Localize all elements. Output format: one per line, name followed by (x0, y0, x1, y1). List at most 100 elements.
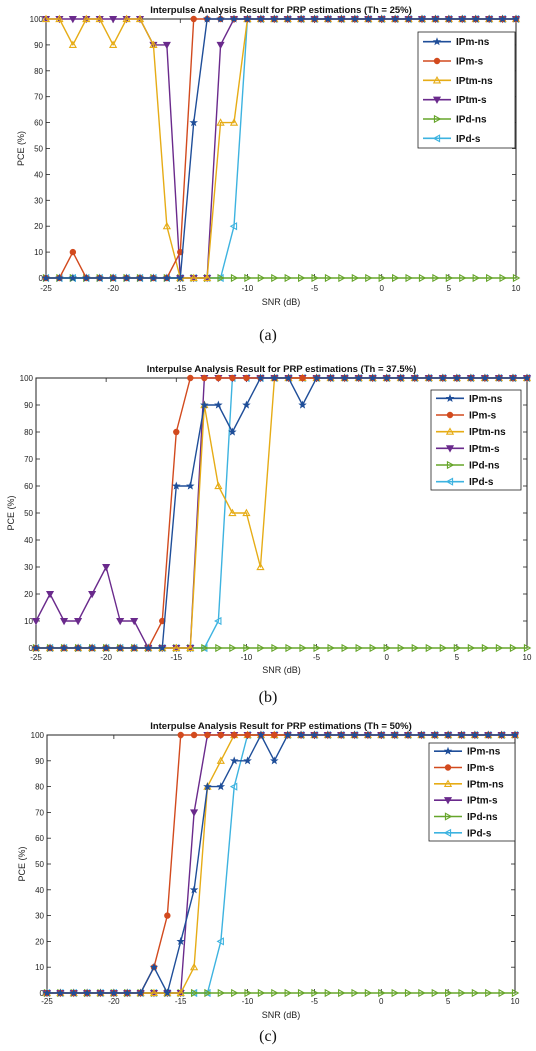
data-point-IPm-ns (510, 730, 520, 739)
legend-marker-IPd-s (445, 477, 454, 486)
legend-label-IPm-s: IPm-s (467, 763, 495, 774)
data-point-IPtm-s (45, 590, 55, 599)
data-point-IPm-ns (158, 643, 167, 652)
data-point-IPtm-ns (109, 40, 118, 49)
data-point-IPd-ns (229, 643, 237, 653)
data-point-IPm-ns (326, 373, 335, 382)
data-point-IPd-ns (397, 643, 406, 653)
data-point-IPm-ns (202, 14, 212, 23)
data-point-IPtm-ns (172, 643, 181, 652)
data-point-IPm-ns (497, 730, 506, 739)
data-point-IPtm-ns (189, 962, 199, 971)
data-point-IPm-ns (298, 400, 307, 409)
data-point-IPm-ns (73, 643, 83, 652)
data-point-IPd-ns (217, 988, 226, 998)
data-point-IPm-ns (162, 273, 172, 282)
data-point-IPd-ns (378, 988, 386, 998)
x-tick-label: -25 (30, 653, 42, 662)
legend-marker-IPtm-s (443, 797, 453, 805)
data-point-IPtm-s (109, 15, 118, 24)
legend-marker-IPd-ns (433, 114, 442, 124)
data-point-IPtm-ns (55, 14, 64, 23)
legend-box (430, 389, 522, 491)
series-IPm-ns (31, 373, 532, 652)
data-point-IPm-s (271, 731, 278, 739)
data-point-IPd-ns (215, 643, 223, 653)
data-point-IPm-ns (350, 730, 359, 739)
data-point-IPm-ns (494, 373, 504, 382)
data-point-IPm-s (299, 374, 306, 382)
data-point-IPm-ns (283, 730, 292, 739)
data-point-IPd-ns (369, 643, 378, 653)
data-point-IPm-ns (31, 643, 41, 652)
data-point-IPm-ns (172, 481, 181, 490)
data-point-IPd-ns (485, 988, 493, 998)
data-point-IPd-ns (311, 273, 319, 283)
legend-label-IPtm-ns: IPtm-ns (467, 779, 504, 790)
y-tick-label: 80 (24, 428, 33, 437)
legend-label-IPd-s: IPd-s (467, 828, 492, 839)
y-tick-label: 80 (35, 783, 44, 792)
data-point-IPm-ns (68, 273, 78, 282)
data-point-IPm-ns (522, 373, 532, 382)
data-point-IPm-s (187, 374, 194, 382)
data-point-IPm-ns (350, 14, 360, 23)
data-point-IPd-ns (467, 643, 476, 653)
legend-marker-IPm-ns (445, 393, 455, 402)
data-point-IPm-ns (484, 730, 493, 739)
legend-marker-IPtm-s (445, 445, 455, 453)
data-point-IPm-s (177, 731, 184, 739)
legend-marker-IPtm-ns (445, 427, 455, 435)
data-point-IPd-ns (365, 273, 373, 283)
x-tick-label: 0 (384, 653, 389, 662)
data-point-IPd-ns (351, 988, 359, 998)
data-point-IPm-ns (312, 373, 321, 382)
data-point-IPd-ns (243, 643, 251, 653)
y-tick-label: 60 (34, 119, 43, 128)
data-point-IPm-ns (122, 988, 132, 997)
legend-label-IPd-s: IPd-s (456, 134, 481, 145)
data-point-IPm-ns (410, 373, 420, 382)
data-point-IPm-ns (256, 373, 265, 382)
data-point-IPd-s (216, 937, 224, 946)
legend-marker-IPm-ns (443, 746, 453, 755)
data-point-IPm-ns (135, 273, 145, 282)
data-point-IPtm-ns (228, 508, 237, 517)
data-point-IPd-ns (411, 643, 420, 653)
chart-title: Interpulse Analysis Result for PRP estim… (150, 5, 412, 16)
data-point-IPd-ns (425, 643, 434, 653)
data-point-IPm-s (230, 731, 238, 739)
data-point-IPtm-ns (242, 508, 251, 517)
data-point-IPm-ns (42, 988, 52, 997)
y-tick-label: 0 (39, 274, 44, 283)
data-point-IPd-ns (271, 273, 279, 283)
y-tick-label: 40 (24, 536, 33, 545)
x-tick-label: -25 (41, 997, 53, 1006)
y-tick-label: 50 (24, 509, 33, 518)
x-tick-label: 5 (446, 997, 451, 1006)
data-point-IPm-ns (377, 730, 386, 739)
data-point-IPm-ns (256, 14, 266, 23)
y-tick-label: 80 (34, 67, 43, 76)
legend-label-IPtm-ns: IPtm-ns (456, 76, 493, 87)
data-point-IPm-s (229, 374, 236, 382)
y-tick-label: 100 (30, 15, 44, 24)
data-point-IPd-ns (392, 273, 400, 283)
chart-panel-1: Interpulse Analysis Result for PRP estim… (16, 5, 521, 344)
data-point-IPd-ns (338, 273, 346, 283)
data-point-IPd-ns (298, 273, 306, 283)
x-tick-label: -10 (241, 653, 253, 662)
data-point-IPtm-s (116, 617, 125, 626)
legend-label-IPm-ns: IPm-ns (467, 747, 501, 758)
data-point-IPd-ns (453, 643, 462, 653)
legend-label-IPtm-s: IPtm-s (467, 796, 498, 807)
data-point-IPm-ns (498, 14, 507, 23)
data-point-IPm-ns (203, 782, 212, 791)
data-point-IPm-ns (337, 14, 346, 23)
data-point-IPm-ns (296, 730, 306, 739)
data-point-IPm-ns (143, 643, 153, 652)
x-tick-label: -20 (100, 653, 112, 662)
data-point-IPm-ns (59, 643, 69, 652)
y-tick-label: 10 (34, 248, 43, 257)
panel-caption: (a) (259, 327, 277, 344)
